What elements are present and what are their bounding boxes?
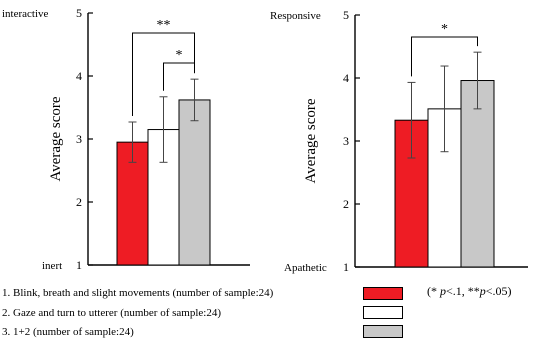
axis-top-label: Responsive [270, 10, 321, 22]
y-axis-title: Average score [48, 96, 64, 181]
legend-swatch-1 [363, 287, 403, 300]
y-tick-label: 3 [76, 132, 82, 146]
significance-label: * [441, 22, 448, 37]
bar-3 [460, 80, 495, 268]
y-axis-title: Average score [303, 98, 319, 183]
y-tick-label: 4 [76, 69, 82, 83]
y-tick-label: 3 [343, 134, 349, 148]
y-tick-label: 5 [76, 6, 82, 20]
axis-top-label: interactive [2, 8, 49, 20]
legend-swatch-2 [363, 306, 403, 319]
axis-bottom-label: Apathetic [284, 262, 327, 274]
y-tick-label: 2 [343, 197, 349, 211]
y-tick-label: 1 [76, 258, 82, 272]
y-tick-label: 4 [343, 71, 349, 85]
significance-bracket [132, 32, 195, 116]
legend-label-3: 3. 1+2 (number of sample:24) [2, 326, 134, 338]
significance-note: (* p<.1, **p<.05) [427, 284, 512, 298]
significance-label: * [176, 48, 183, 63]
bar-3 [178, 99, 211, 266]
y-tick-label: 1 [343, 260, 349, 274]
legend-label-2: 2. Gaze and turn to utterer (number of s… [2, 307, 222, 319]
significance-bracket [411, 36, 478, 77]
axis-bottom-label: inert [42, 260, 62, 272]
chart-right: 1 2 3 4 5 Responsive Apathetic Average score * [270, 8, 528, 274]
legend-label-1: 1. Blink, breath and slight movements (n… [2, 287, 274, 299]
significance-label: ** [157, 18, 171, 33]
y-tick-label: 5 [343, 8, 349, 22]
significance-bracket [163, 62, 195, 91]
legend-swatch-3 [363, 325, 403, 338]
y-tick-label: 2 [76, 195, 82, 209]
